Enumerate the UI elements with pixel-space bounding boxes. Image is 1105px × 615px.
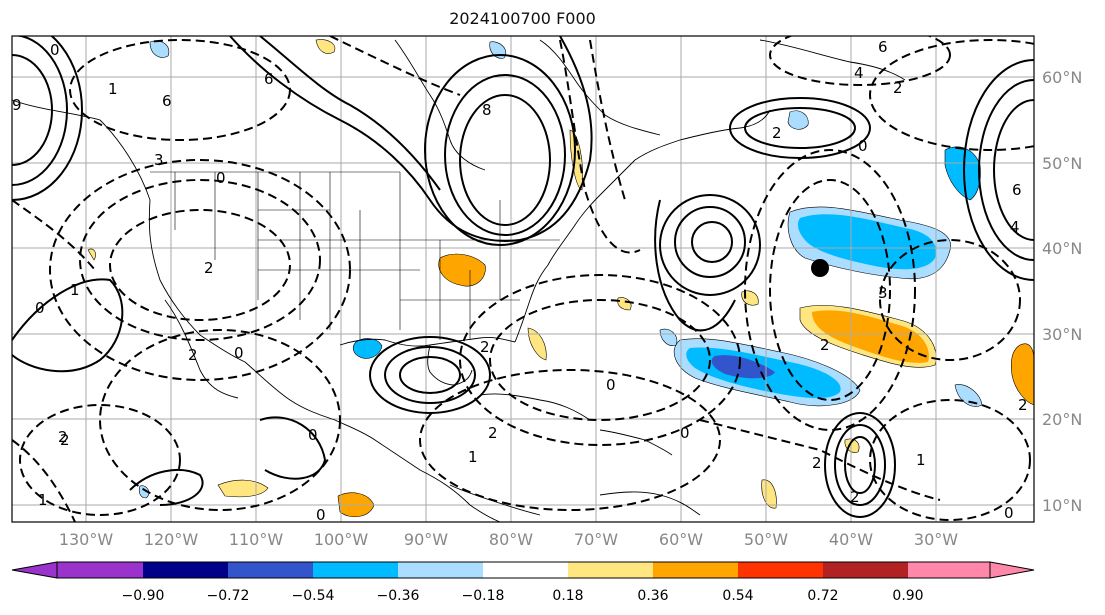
map-area xyxy=(12,36,1034,522)
contour-label: 6 xyxy=(264,70,274,88)
lon-label: 50°W xyxy=(744,530,788,549)
state-borders xyxy=(150,171,560,340)
lat-label: 20°N xyxy=(1042,410,1082,429)
contour-label: 2 xyxy=(204,259,214,277)
lon-label: 100°W xyxy=(314,530,369,549)
colorbar-segment xyxy=(823,562,908,578)
colorbar-tick-label: −0.36 xyxy=(377,588,420,604)
lat-label: 10°N xyxy=(1042,496,1082,515)
lon-label: 60°W xyxy=(659,530,703,549)
contour-label: 3 xyxy=(154,151,164,169)
colorbar-segment xyxy=(653,562,738,578)
contour-labels: 0 6 4 2 6 6 1 3 0 8 2 0 6 4 2 2 2 0 9 0 … xyxy=(12,38,1028,524)
contour-label: 2 xyxy=(820,336,830,354)
lon-label: 120°W xyxy=(144,530,199,549)
lon-label: 130°W xyxy=(59,530,114,549)
contour-label: 1 xyxy=(468,448,478,466)
dashed-contours xyxy=(12,36,1034,522)
contour-label: 2 xyxy=(850,488,860,506)
map-title: 2024100700 F000 xyxy=(449,9,596,28)
contour-label: 1 xyxy=(108,80,118,98)
contour-label: 1 xyxy=(916,451,926,469)
contour-label: 0 xyxy=(316,506,326,524)
colorbar-segment xyxy=(228,562,313,578)
lon-label: 80°W xyxy=(489,530,533,549)
lat-label: 40°N xyxy=(1042,239,1082,258)
lat-label: 30°N xyxy=(1042,325,1082,344)
colorbar-tick-label: 0.18 xyxy=(552,588,583,604)
colorbar-segment xyxy=(738,562,823,578)
contour-label: 4 xyxy=(1010,218,1020,236)
contour-label: 4 xyxy=(854,64,864,82)
colorbar-extend-min xyxy=(11,561,58,579)
lon-label: 90°W xyxy=(404,530,448,549)
contour-label: 0 xyxy=(35,299,45,317)
contour-label: 2 xyxy=(58,428,68,446)
contour-label: 2 xyxy=(812,454,822,472)
contour-label: 0 xyxy=(234,344,244,362)
contour-label: 8 xyxy=(482,101,492,119)
colorbar-segment xyxy=(398,562,483,578)
colorbar-segment xyxy=(313,562,398,578)
contour-label: 1 xyxy=(70,281,80,299)
contour-label: 0 xyxy=(858,137,868,155)
lon-label: 70°W xyxy=(574,530,618,549)
contour-label: 0 xyxy=(606,376,616,394)
contour-label: 2 xyxy=(480,338,490,356)
contour-label: 9 xyxy=(12,96,22,114)
contour-label: 0 xyxy=(680,424,690,442)
contour-label: 1 xyxy=(38,491,48,509)
contour-label: 0 xyxy=(1004,504,1014,522)
colorbar-tick-label: 0.90 xyxy=(892,588,923,604)
colorbar-tick-label: 0.72 xyxy=(807,588,838,604)
colorbar-segment xyxy=(57,562,143,578)
colorbar-segment xyxy=(908,562,990,578)
colorbar: −0.90 −0.72 −0.54 −0.36 −0.18 0.18 0.36 … xyxy=(11,561,1035,604)
contour-label: 3 xyxy=(878,284,888,302)
colorbar-tick-label: −0.54 xyxy=(292,588,335,604)
colorbar-segment xyxy=(568,562,653,578)
colorbar-extend-max xyxy=(989,561,1035,579)
contour-label: 2 xyxy=(772,124,782,142)
contour-label: 6 xyxy=(1012,181,1022,199)
longitude-labels: 130°W 120°W 110°W 100°W 90°W 80°W 70°W 6… xyxy=(59,530,958,549)
contour-label: 2 xyxy=(188,346,198,364)
colorbar-tick-label: −0.18 xyxy=(462,588,505,604)
map-frame xyxy=(11,35,1035,523)
coastlines xyxy=(12,39,906,522)
colorbar-outline xyxy=(56,561,991,579)
shaded-anomalies xyxy=(87,39,1034,518)
lat-label: 60°N xyxy=(1042,68,1082,87)
contour-label: 6 xyxy=(878,38,888,56)
colorbar-segment xyxy=(143,562,228,578)
lon-label: 110°W xyxy=(229,530,284,549)
colorbar-tick-label: 0.36 xyxy=(637,588,668,604)
contour-label: 6 xyxy=(162,92,172,110)
lat-label: 50°N xyxy=(1042,154,1082,173)
contour-label: 0 xyxy=(308,426,318,444)
contour-label: 2 xyxy=(60,431,70,449)
colorbar-segment xyxy=(483,562,568,578)
colorbar-tick-label: −0.72 xyxy=(207,588,250,604)
latitude-labels: 60°N 50°N 40°N 30°N 20°N 10°N xyxy=(1042,68,1082,515)
contour-label: 0 xyxy=(216,169,226,187)
contour-label: 2 xyxy=(893,79,903,97)
marker-circle xyxy=(811,259,829,277)
contour-label: 2 xyxy=(1018,396,1028,414)
lon-label: 30°W xyxy=(914,530,958,549)
contour-label: 2 xyxy=(488,424,498,442)
contour-label: 0 xyxy=(50,41,60,59)
lon-label: 40°W xyxy=(829,530,873,549)
colorbar-tick-label: 0.54 xyxy=(722,588,753,604)
colorbar-tick-label: −0.90 xyxy=(122,588,165,604)
